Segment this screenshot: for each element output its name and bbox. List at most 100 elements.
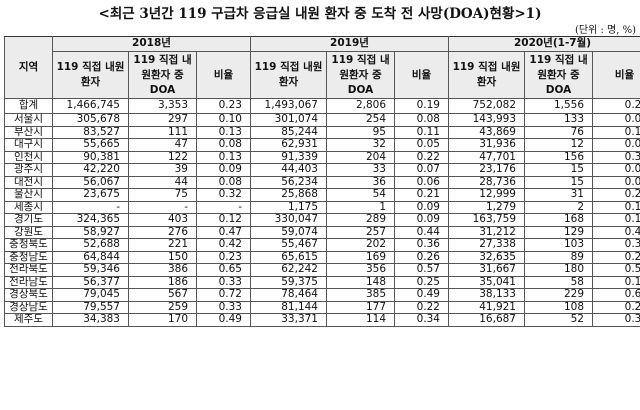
value-cell: 143,993	[448, 113, 525, 127]
value-cell: 34,383	[52, 313, 129, 327]
value-cell: 54	[326, 188, 395, 202]
value-cell: 3,353	[128, 98, 197, 114]
value-cell: 0.57	[591, 263, 640, 277]
region-cell: 부산시	[4, 125, 53, 139]
value-cell: 44	[128, 175, 197, 189]
value-cell: 28,736	[448, 175, 525, 189]
region-cell: 강원도	[4, 225, 53, 239]
value-cell: 15	[524, 163, 593, 177]
value-cell: 114	[326, 313, 395, 327]
region-cell: 전라남도	[4, 275, 53, 289]
value-cell: 0.06	[394, 175, 449, 189]
total-row: 합계 1,466,745 3,353 0.23 1,493,067 2,806 …	[4, 98, 640, 114]
value-cell: 64,844	[52, 250, 129, 264]
region-cell: 울산시	[4, 188, 53, 202]
value-cell: 289	[326, 213, 395, 227]
value-cell: 0.11	[394, 125, 449, 139]
value-cell: 0.13	[196, 150, 251, 164]
value-cell: 170	[128, 313, 197, 327]
region-cell: 세종시	[4, 200, 53, 214]
value-cell: 0.17	[591, 125, 640, 139]
value-cell: 47	[128, 138, 197, 152]
value-cell: 0.05	[394, 138, 449, 152]
value-cell: 305,678	[52, 113, 129, 127]
value-cell: 59,074	[250, 225, 327, 239]
table-row: 제주도34,3831700.4933,3711140.3416,687520.3…	[4, 313, 640, 327]
value-cell: 202	[326, 238, 395, 252]
table-row: 경상남도 79,557 259 0.33 81,144 177 0.22 41,921 108 0…	[4, 300, 640, 314]
value-cell: 41,921	[448, 300, 525, 314]
value-cell: 204	[326, 150, 395, 164]
value-cell: 0.21	[394, 188, 449, 202]
value-cell: 89	[524, 250, 593, 264]
value-cell: 33	[326, 163, 395, 177]
year-header-row: 지역 2018년 2019년 2020년(1-7월)	[4, 36, 640, 99]
value-cell: 31	[524, 188, 593, 202]
value-cell: 52,688	[52, 238, 129, 252]
table-row: 충청북도 52,688 221 0.42 55,467 202 0.36 27,338 103 0…	[4, 238, 640, 252]
value-cell: 0.19	[394, 98, 449, 114]
value-cell: 56,377	[52, 275, 129, 289]
col-header-patients: 119 직접 내원환자	[448, 51, 525, 99]
value-cell: 90,381	[52, 150, 129, 164]
value-cell: 38,133	[448, 288, 525, 302]
value-cell: 42,220	[52, 163, 129, 177]
col-header-doa: 119 직접 내원환자 중 DOA	[326, 51, 395, 99]
value-cell: 254	[326, 113, 395, 127]
value-cell: 169	[326, 250, 395, 264]
value-cell: 1,279	[448, 200, 525, 214]
value-cell: 85,244	[250, 125, 327, 139]
value-cell: 0.13	[196, 125, 251, 139]
region-cell: 경상북도	[4, 288, 53, 302]
value-cell: 2	[524, 200, 593, 214]
table-row: 경기도 324,365 403 0.12 330,047 289 0.09 163,759 16…	[4, 213, 640, 227]
value-cell: 0.10	[591, 213, 640, 227]
region-cell: 제주도	[4, 313, 53, 327]
value-cell: 103	[524, 238, 593, 252]
value-cell: 58	[524, 275, 593, 289]
col-header-ratio: 비율	[591, 51, 640, 99]
col-header-ratio: 비율	[196, 51, 251, 99]
value-cell: 0.33	[591, 150, 640, 164]
value-cell: 0.16	[591, 200, 640, 214]
value-cell: -	[128, 200, 197, 214]
col-header-patients: 119 직접 내원환자	[52, 51, 129, 99]
value-cell: 0.33	[196, 300, 251, 314]
value-cell: 385	[326, 288, 395, 302]
value-cell: 0.72	[196, 288, 251, 302]
value-cell: 150	[128, 250, 197, 264]
col-header-doa: 119 직접 내원환자 중 DOA	[128, 51, 197, 99]
value-cell: 1,175	[250, 200, 327, 214]
value-cell: 95	[326, 125, 395, 139]
value-cell: 1,556	[524, 98, 593, 114]
value-cell: 1,493,067	[250, 98, 327, 114]
region-cell: 경상남도	[4, 300, 53, 314]
value-cell: 276	[128, 225, 197, 239]
value-cell: 83,527	[52, 125, 129, 139]
value-cell: 23,176	[448, 163, 525, 177]
value-cell: 259	[128, 300, 197, 314]
value-cell: 15	[524, 175, 593, 189]
col-header-doa: 119 직접 내원환자 중 DOA	[524, 51, 593, 99]
value-cell: 0.08	[196, 175, 251, 189]
value-cell: 0.23	[196, 98, 251, 114]
value-cell: 0.38	[591, 238, 640, 252]
value-cell: 81,144	[250, 300, 327, 314]
value-cell: 0.09	[196, 163, 251, 177]
value-cell: 301,074	[250, 113, 327, 127]
value-cell: 56,234	[250, 175, 327, 189]
value-cell: 0.26	[394, 250, 449, 264]
value-cell: 0.47	[196, 225, 251, 239]
region-cell: 충청남도	[4, 250, 53, 264]
region-cell: 광주시	[4, 163, 53, 177]
value-cell: 58,927	[52, 225, 129, 239]
value-cell: -	[52, 200, 129, 214]
value-cell: 39	[128, 163, 197, 177]
value-cell: 16,687	[448, 313, 525, 327]
year-header-2019: 2019년	[250, 36, 449, 52]
value-cell: 12,999	[448, 188, 525, 202]
table-row: 충청남도 64,844 150 0.23 65,615 169 0.26 32,635 89 0.…	[4, 250, 640, 264]
unit-note: (단위 : 명, %)	[575, 25, 636, 36]
